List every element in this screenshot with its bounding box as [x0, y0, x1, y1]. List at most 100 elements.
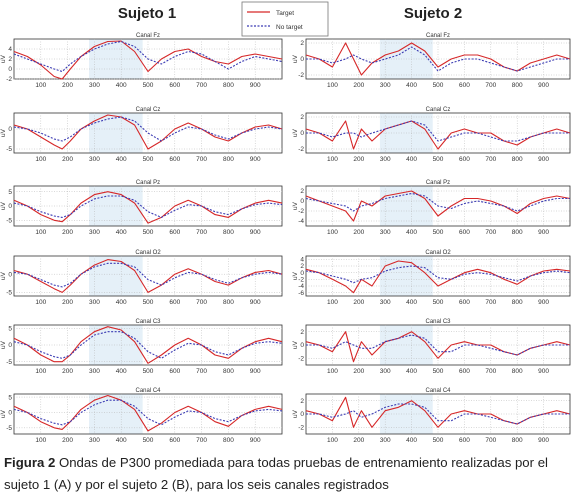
x-tick-label: 200 — [353, 82, 364, 89]
y-axis-label: uV — [292, 271, 299, 280]
y-tick-label: 0 — [300, 270, 304, 277]
x-tick-label: 400 — [116, 368, 127, 375]
panel-1-canal-pz: 100 200 300 400 500 600 700 800 900 -5 0 5uV Canal P… — [0, 180, 283, 236]
x-tick-label: 200 — [353, 299, 364, 306]
x-tick-label: 700 — [485, 437, 496, 444]
y-tick-label: -5 — [6, 290, 12, 297]
figure-caption: Figura 2 Ondas de P300 promediada para t… — [4, 452, 574, 496]
series-line-target — [305, 190, 571, 222]
x-tick-label: 400 — [116, 437, 127, 444]
p300-window-highlight — [89, 186, 143, 226]
x-tick-label: 300 — [89, 229, 100, 236]
legend-box — [241, 1, 329, 37]
x-tick-label: 100 — [35, 299, 46, 306]
y-tick-label: -4 — [298, 218, 304, 225]
panel-2-canal-fz: 100 200 300 400 500 600 700 800 900 -2 0 2uV Canal F… — [292, 33, 571, 89]
y-axis-label: uV — [292, 340, 299, 349]
x-tick-label: 500 — [143, 229, 154, 236]
panel-1-canal-c4: 100 200 300 400 500 600 700 800 900 -5 0 5 uV Canal C… — [0, 388, 283, 444]
panel-2-canal-cz: 100 200 300 400 500 600 700 800 900 -2 0 2uV Canal C… — [292, 107, 571, 163]
y-tick-label: -4 — [298, 283, 304, 290]
x-tick-label: 300 — [89, 82, 100, 89]
x-tick-label: 900 — [250, 368, 261, 375]
x-tick-label: 600 — [459, 299, 470, 306]
x-tick-label: 300 — [380, 229, 391, 236]
x-tick-label: 500 — [143, 82, 154, 89]
x-tick-label: 400 — [406, 299, 417, 306]
x-tick-label: 100 — [35, 156, 46, 163]
y-tick-label: 0 — [8, 126, 12, 133]
series-line-no-target — [13, 399, 283, 426]
x-tick-label: 800 — [223, 156, 234, 163]
panel-title: Canal Pz — [426, 180, 450, 186]
y-tick-label: -5 — [6, 146, 12, 153]
y-axis-label: uV — [0, 128, 7, 137]
x-tick-label: 900 — [250, 437, 261, 444]
panel-title: Canal C3 — [135, 319, 161, 325]
series-line-no-target — [306, 403, 570, 425]
x-tick-label: 300 — [380, 156, 391, 163]
y-tick-label: 0 — [8, 203, 12, 210]
x-tick-label: 900 — [250, 299, 261, 306]
x-tick-label: 300 — [380, 368, 391, 375]
panel-title: Canal Pz — [136, 180, 160, 186]
x-tick-label: 200 — [353, 156, 364, 163]
x-tick-label: 700 — [485, 82, 496, 89]
x-tick-label: 400 — [116, 229, 127, 236]
panel-2-canal-pz: 100 200 300 400 500 600 700 800 900 -4 -2 0 2uV Canal… — [292, 180, 571, 236]
x-tick-label: 700 — [485, 368, 496, 375]
x-tick-label: 400 — [406, 437, 417, 444]
x-tick-label: 400 — [116, 82, 127, 89]
x-tick-label: 700 — [485, 229, 496, 236]
subject-2-title: Sujeto 2 — [404, 5, 462, 22]
series-line-target — [13, 191, 283, 224]
series-line-no-target — [13, 40, 283, 73]
panel-1-canal-o2: 100 200 300 400 500 600 700 800 900 -5 0uV Canal O2 — [0, 250, 283, 306]
x-tick-label: 200 — [62, 229, 73, 236]
caption-text: Ondas de P300 promediada para todas prue… — [4, 455, 548, 492]
y-tick-label: 0 — [300, 342, 304, 349]
x-tick-label: 500 — [433, 229, 444, 236]
x-tick-label: 400 — [406, 156, 417, 163]
x-tick-label: 100 — [35, 229, 46, 236]
x-tick-label: 900 — [538, 229, 549, 236]
x-tick-label: 600 — [459, 229, 470, 236]
x-tick-label: 500 — [433, 82, 444, 89]
y-tick-label: 5 — [8, 326, 12, 333]
x-tick-label: 400 — [116, 299, 127, 306]
x-tick-label: 500 — [433, 368, 444, 375]
y-tick-label: -5 — [6, 359, 12, 366]
y-tick-label: 4 — [300, 257, 304, 264]
series-line-target — [13, 326, 283, 364]
x-tick-label: 100 — [327, 156, 338, 163]
y-tick-label: 2 — [300, 398, 304, 405]
panel-2-canal-c3: 100 200 300 400 500 600 700 800 900 -2 0 2uV Canal C… — [292, 319, 571, 375]
y-tick-label: 5 — [8, 189, 12, 196]
x-tick-label: 700 — [485, 156, 496, 163]
y-tick-label: 0 — [300, 56, 304, 63]
y-tick-label: 2 — [300, 40, 304, 47]
p300-window-highlight — [89, 394, 143, 434]
series-line-target — [13, 394, 283, 432]
series-line-no-target — [13, 262, 283, 288]
y-axis-label: uV — [0, 54, 7, 63]
series-line-no-target — [305, 265, 571, 284]
x-tick-label: 800 — [512, 368, 523, 375]
x-tick-label: 700 — [196, 437, 207, 444]
x-tick-label: 100 — [327, 82, 338, 89]
y-tick-label: -2 — [298, 72, 304, 79]
x-tick-label: 500 — [143, 299, 154, 306]
y-tick-label: 2 — [300, 114, 304, 121]
y-tick-label: 0 — [8, 342, 12, 349]
x-tick-label: 100 — [35, 82, 46, 89]
y-tick-label: 2 — [8, 56, 12, 63]
x-tick-label: 700 — [196, 299, 207, 306]
legend-target-label: Target — [276, 10, 294, 17]
panel-1-canal-fz: 100 200 300 400 500 600 700 800 900 -2 0 2 4uV Canal … — [0, 33, 283, 89]
x-tick-label: 700 — [196, 82, 207, 89]
x-tick-label: 500 — [433, 156, 444, 163]
x-tick-label: 400 — [406, 82, 417, 89]
x-tick-label: 100 — [327, 229, 338, 236]
y-tick-label: 0 — [300, 411, 304, 418]
x-tick-label: 800 — [512, 229, 523, 236]
